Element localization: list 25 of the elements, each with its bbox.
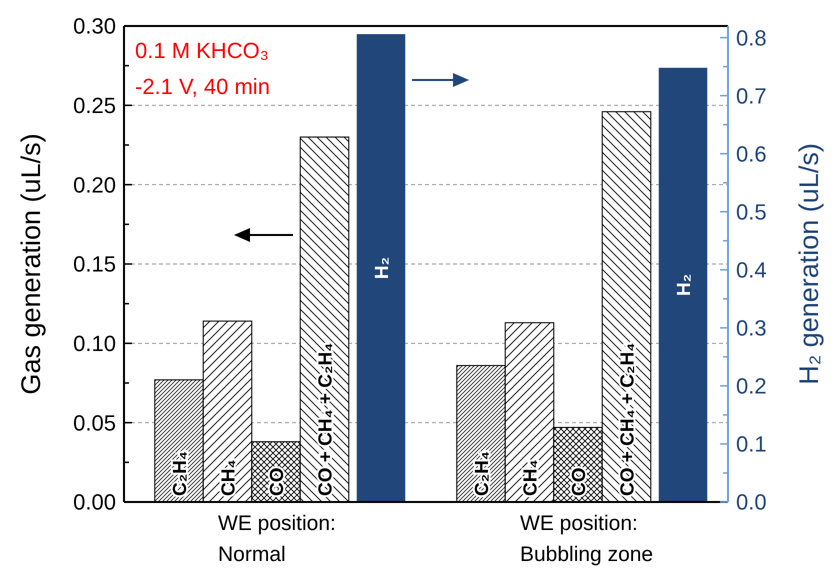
y-axis-title: Gas generation (uL/s) (16, 133, 46, 395)
y2-tick-label: 0.7 (736, 83, 767, 108)
y2-axis-title: H₂ generation (uL/s) (794, 143, 824, 385)
y-tick-label: 0.30 (73, 14, 116, 39)
y-tick-label: 0.20 (73, 172, 116, 198)
y-tick-label: 0.10 (73, 331, 116, 356)
y2-tick-label: 0.8 (736, 25, 767, 50)
y2-tick-label: 0.2 (736, 374, 767, 399)
y2-tick-label: 0.4 (736, 258, 767, 283)
y2-tick-label: 0.0 (736, 490, 767, 515)
y2-tick-label: 0.3 (736, 316, 767, 341)
y-tick-label: 0.25 (73, 93, 116, 118)
text: H₂ (674, 274, 695, 296)
text: CH₄ (520, 460, 542, 496)
annotation: 0.1 M KHCO₃ (135, 38, 269, 63)
y2-tick-label: 0.6 (736, 141, 767, 166)
y-tick-label: 0.00 (73, 490, 116, 515)
y2-tick-label: 0.1 (736, 432, 767, 457)
y2-tick-label: 0.5 (736, 199, 767, 224)
y-tick-label: 0.15 (73, 252, 116, 277)
x-tick-label: WE position: Normal (218, 512, 336, 566)
annotation: -2.1 V, 40 min (135, 74, 270, 99)
y-tick-label: 0.05 (73, 410, 116, 436)
series-label: H₂ (372, 256, 393, 280)
x-tick-label: WE position: Bubbling zone (520, 512, 654, 566)
